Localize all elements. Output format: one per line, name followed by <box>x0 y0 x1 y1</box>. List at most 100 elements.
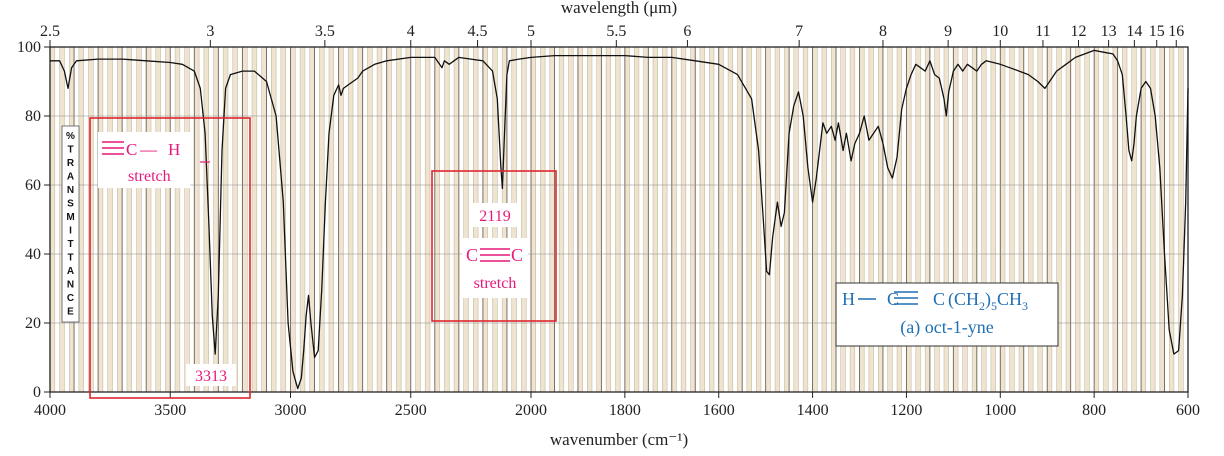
grid-band <box>348 47 354 392</box>
grid-band <box>377 47 382 392</box>
grid-band <box>821 47 827 392</box>
top-tick-label: 3 <box>206 23 214 40</box>
bottom-tick-label: 600 <box>1176 402 1200 419</box>
grid-band <box>1150 47 1156 392</box>
grid-band <box>454 47 459 392</box>
top-tick-label: 6 <box>683 23 691 40</box>
grid-band <box>850 47 855 392</box>
grid-band <box>709 47 715 392</box>
y-axis-title-letter: M <box>66 212 74 223</box>
grid-band <box>444 47 450 392</box>
grid-band <box>615 47 621 392</box>
grid-band <box>175 47 180 392</box>
grid-band <box>728 47 733 392</box>
grid-band <box>577 47 583 392</box>
grid-band <box>943 47 949 392</box>
grid-band <box>868 47 874 392</box>
top-tick-label: 15 <box>1149 23 1165 40</box>
y-axis-title-letter: T <box>67 253 73 264</box>
y-axis-title-letter: T <box>67 145 73 156</box>
grid-band <box>925 47 930 392</box>
grid-band <box>671 47 677 392</box>
ch-label-h: H <box>168 140 180 159</box>
grid-band <box>405 47 411 392</box>
grid-band <box>897 47 902 392</box>
grid-band <box>775 47 780 392</box>
top-axis-ticks: 2.5 3 3.5 4 4.5 5 5.5 6 7 8 9 10 11 12 13 14 15 16 <box>40 23 1184 47</box>
y-axis-title-letter: E <box>67 307 74 318</box>
grid-band <box>934 47 940 392</box>
grid-band <box>718 47 724 392</box>
grid-band <box>624 47 630 392</box>
grid-band <box>136 47 142 392</box>
left-tick-label: 80 <box>25 108 41 125</box>
grid-band <box>309 47 315 392</box>
grid-band <box>699 47 705 392</box>
left-tick-label: 20 <box>25 315 41 332</box>
grid-band <box>803 47 808 392</box>
grid-band <box>549 47 555 392</box>
grid-band <box>831 47 837 392</box>
cc-stretch-annotation: 2119 C C stretch <box>431 170 557 322</box>
grid-band <box>252 47 257 392</box>
top-tick-label: 16 <box>1168 23 1184 40</box>
cc-label-c2: C <box>511 245 523 265</box>
cc-stretch-box <box>431 170 557 322</box>
grid-band <box>463 47 469 392</box>
grid-band <box>300 47 305 392</box>
grid-band <box>662 47 668 392</box>
grid-band <box>290 47 296 392</box>
grid-band <box>1056 47 1062 392</box>
bottom-tick-label: 1800 <box>609 402 641 419</box>
grid-band <box>242 47 248 392</box>
top-tick-label: 5 <box>527 23 535 40</box>
bottom-tick-label: 1200 <box>890 402 922 419</box>
top-tick-label: 10 <box>992 23 1008 40</box>
grid-band <box>1141 47 1146 392</box>
y-axis-title-letter: N <box>67 185 74 196</box>
bottom-tick-label: 800 <box>1082 402 1106 419</box>
grid-band <box>1000 47 1005 392</box>
compound-name: (a) oct-1-yne <box>900 317 993 338</box>
grid-band <box>596 47 602 392</box>
grid-band <box>981 47 987 392</box>
grid-band <box>271 47 277 392</box>
grid-band <box>953 47 959 392</box>
grid-band <box>812 47 818 392</box>
grid-band <box>184 47 190 392</box>
y-axis-title-letter: C <box>67 293 74 304</box>
bottom-tick-label: 1000 <box>984 402 1016 419</box>
y-axis-title-letter: I <box>69 226 72 237</box>
grid-band <box>280 47 286 392</box>
grid-band <box>88 47 94 392</box>
grid-band <box>737 47 743 392</box>
grid-band <box>1075 47 1081 392</box>
top-tick-label: 4 <box>407 23 415 40</box>
y-axis-title-letter: T <box>67 239 73 250</box>
grid-band <box>756 47 761 392</box>
cc-stretch-label: stretch <box>474 275 517 292</box>
grid-band <box>568 47 574 392</box>
grid-band <box>1112 47 1118 392</box>
grid-band <box>1131 47 1137 392</box>
grid-band <box>887 47 893 392</box>
cc-label-c1: C <box>466 245 478 265</box>
grid-band <box>1094 47 1099 392</box>
grid-band <box>261 47 267 392</box>
peak-label-2119: 2119 <box>479 208 510 225</box>
grid-band <box>1178 47 1184 392</box>
grid-band <box>634 47 639 392</box>
grid-band <box>643 47 649 392</box>
grid-band <box>859 47 865 392</box>
y-axis-title-letter: R <box>67 158 75 169</box>
ch-stretch-annotation: C — H stretch 3313 <box>89 117 251 399</box>
triple-bond-glyph <box>102 141 124 155</box>
cc-triple-bond-glyph <box>480 248 510 262</box>
grid-band <box>194 47 200 392</box>
grid-band <box>915 47 921 392</box>
grid-band <box>165 47 171 392</box>
grid-band <box>213 47 219 392</box>
grid-band <box>386 47 392 392</box>
grid-band <box>906 47 912 392</box>
